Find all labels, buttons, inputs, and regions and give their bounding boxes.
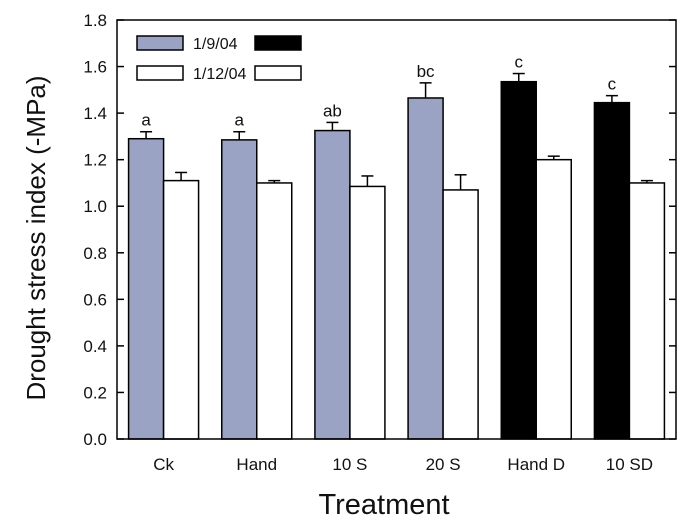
legend-swatch	[254, 65, 302, 81]
significance-label: bc	[417, 62, 435, 81]
x-tick-label: Hand	[236, 455, 277, 474]
legend-swatch	[136, 65, 184, 81]
bar	[442, 189, 479, 440]
bar	[500, 80, 537, 440]
x-tick-label: Ck	[153, 455, 174, 474]
bar	[162, 179, 200, 440]
significance-labels: a a ab bc c c	[141, 53, 616, 130]
x-tick-label: 10 SD	[606, 455, 653, 474]
bar	[628, 182, 666, 440]
y-tick-label: 1.0	[83, 197, 107, 216]
y-tick-label: 0.0	[83, 430, 107, 449]
bar	[349, 185, 386, 440]
y-tick-label: 1.8	[83, 11, 107, 30]
significance-label: a	[141, 111, 151, 130]
bar	[535, 158, 572, 440]
bar	[127, 137, 165, 440]
y-tick-label: 0.2	[83, 383, 107, 402]
significance-label: a	[235, 111, 245, 130]
bar	[314, 129, 351, 440]
legend-label: 1/9/04	[193, 36, 238, 53]
y-axis-tick-labels: 0.0 0.2 0.4 0.6 0.8 1.0 1.2 1.4 1.6 1.8	[83, 11, 107, 449]
bar	[221, 139, 258, 440]
significance-label: c	[515, 53, 524, 72]
bar	[593, 101, 631, 440]
significance-label: ab	[323, 101, 342, 120]
significance-label: c	[608, 75, 617, 94]
legend: 1/9/04 1/12/04	[136, 35, 302, 83]
x-tick-label: Hand D	[507, 455, 565, 474]
y-tick-label: 1.6	[83, 58, 107, 77]
legend-label: 1/12/04	[193, 66, 246, 83]
y-axis-ticks	[117, 19, 676, 440]
x-tick-label: 20 S	[426, 455, 461, 474]
x-axis-title: Treatment	[318, 489, 449, 521]
x-tick-label: 10 S	[332, 455, 367, 474]
bars	[127, 80, 666, 440]
y-tick-label: 0.6	[83, 290, 107, 309]
error-bars	[140, 72, 653, 190]
legend-swatch	[136, 35, 184, 51]
bar	[407, 97, 444, 440]
legend-swatch	[254, 35, 302, 51]
y-tick-label: 0.8	[83, 244, 107, 263]
y-tick-label: 1.2	[83, 151, 107, 170]
y-tick-label: 1.4	[83, 104, 107, 123]
bar	[256, 182, 293, 440]
plot-frame	[116, 19, 677, 440]
y-tick-label: 0.4	[83, 337, 107, 356]
x-axis-tick-labels: Ck Hand 10 S 20 S Hand D 10 SD	[153, 455, 653, 474]
y-axis-title: Drought stress index (-MPa)	[21, 75, 51, 400]
